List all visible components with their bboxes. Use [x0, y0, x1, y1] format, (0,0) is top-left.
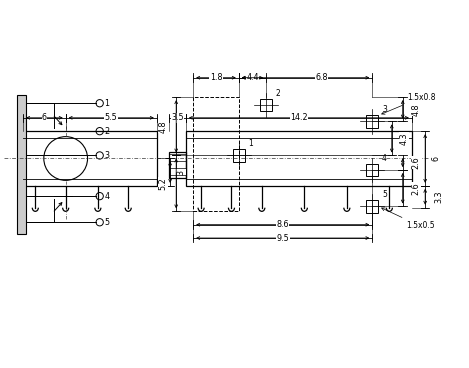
Text: 2.6: 2.6 — [412, 156, 421, 169]
Text: 14.2: 14.2 — [290, 113, 308, 122]
Text: 2: 2 — [105, 127, 110, 136]
Text: 3: 3 — [105, 151, 110, 160]
Text: 1.8: 1.8 — [210, 73, 222, 82]
Text: 5: 5 — [382, 190, 387, 199]
Text: 5: 5 — [105, 218, 110, 227]
Bar — [366, 116, 378, 128]
Text: 1.5x0.5: 1.5x0.5 — [382, 208, 434, 230]
Text: 3: 3 — [382, 105, 387, 114]
Text: 2.6: 2.6 — [412, 182, 421, 195]
Bar — [233, 149, 245, 162]
Text: 4.8: 4.8 — [412, 103, 421, 116]
Text: 1: 1 — [249, 139, 253, 148]
Text: 1: 1 — [105, 99, 110, 108]
Text: 1.5x0.8: 1.5x0.8 — [382, 93, 436, 114]
Text: 6.8: 6.8 — [315, 73, 328, 82]
Bar — [169, 152, 186, 178]
Text: 4.8: 4.8 — [159, 120, 167, 132]
Bar — [366, 164, 378, 176]
Text: 6: 6 — [431, 156, 440, 161]
Text: 3.5: 3.5 — [171, 113, 184, 122]
Text: 5.2: 5.2 — [159, 177, 167, 190]
Text: 3.3: 3.3 — [434, 191, 443, 203]
Text: 6: 6 — [42, 113, 47, 122]
Bar — [260, 99, 272, 111]
Text: 4.4: 4.4 — [246, 73, 259, 82]
Text: 4: 4 — [382, 154, 387, 163]
Text: 9.5: 9.5 — [276, 234, 289, 243]
Bar — [193, 97, 239, 211]
Bar — [186, 131, 412, 186]
Text: 2: 2 — [276, 89, 280, 98]
Text: 3: 3 — [176, 170, 186, 175]
Text: 5.5: 5.5 — [105, 113, 118, 122]
Bar — [17, 95, 26, 234]
Bar — [366, 201, 378, 213]
Bar — [23, 131, 157, 186]
Text: 8.6: 8.6 — [277, 220, 289, 229]
Text: 4: 4 — [105, 192, 110, 201]
Text: 4.3: 4.3 — [400, 132, 408, 145]
